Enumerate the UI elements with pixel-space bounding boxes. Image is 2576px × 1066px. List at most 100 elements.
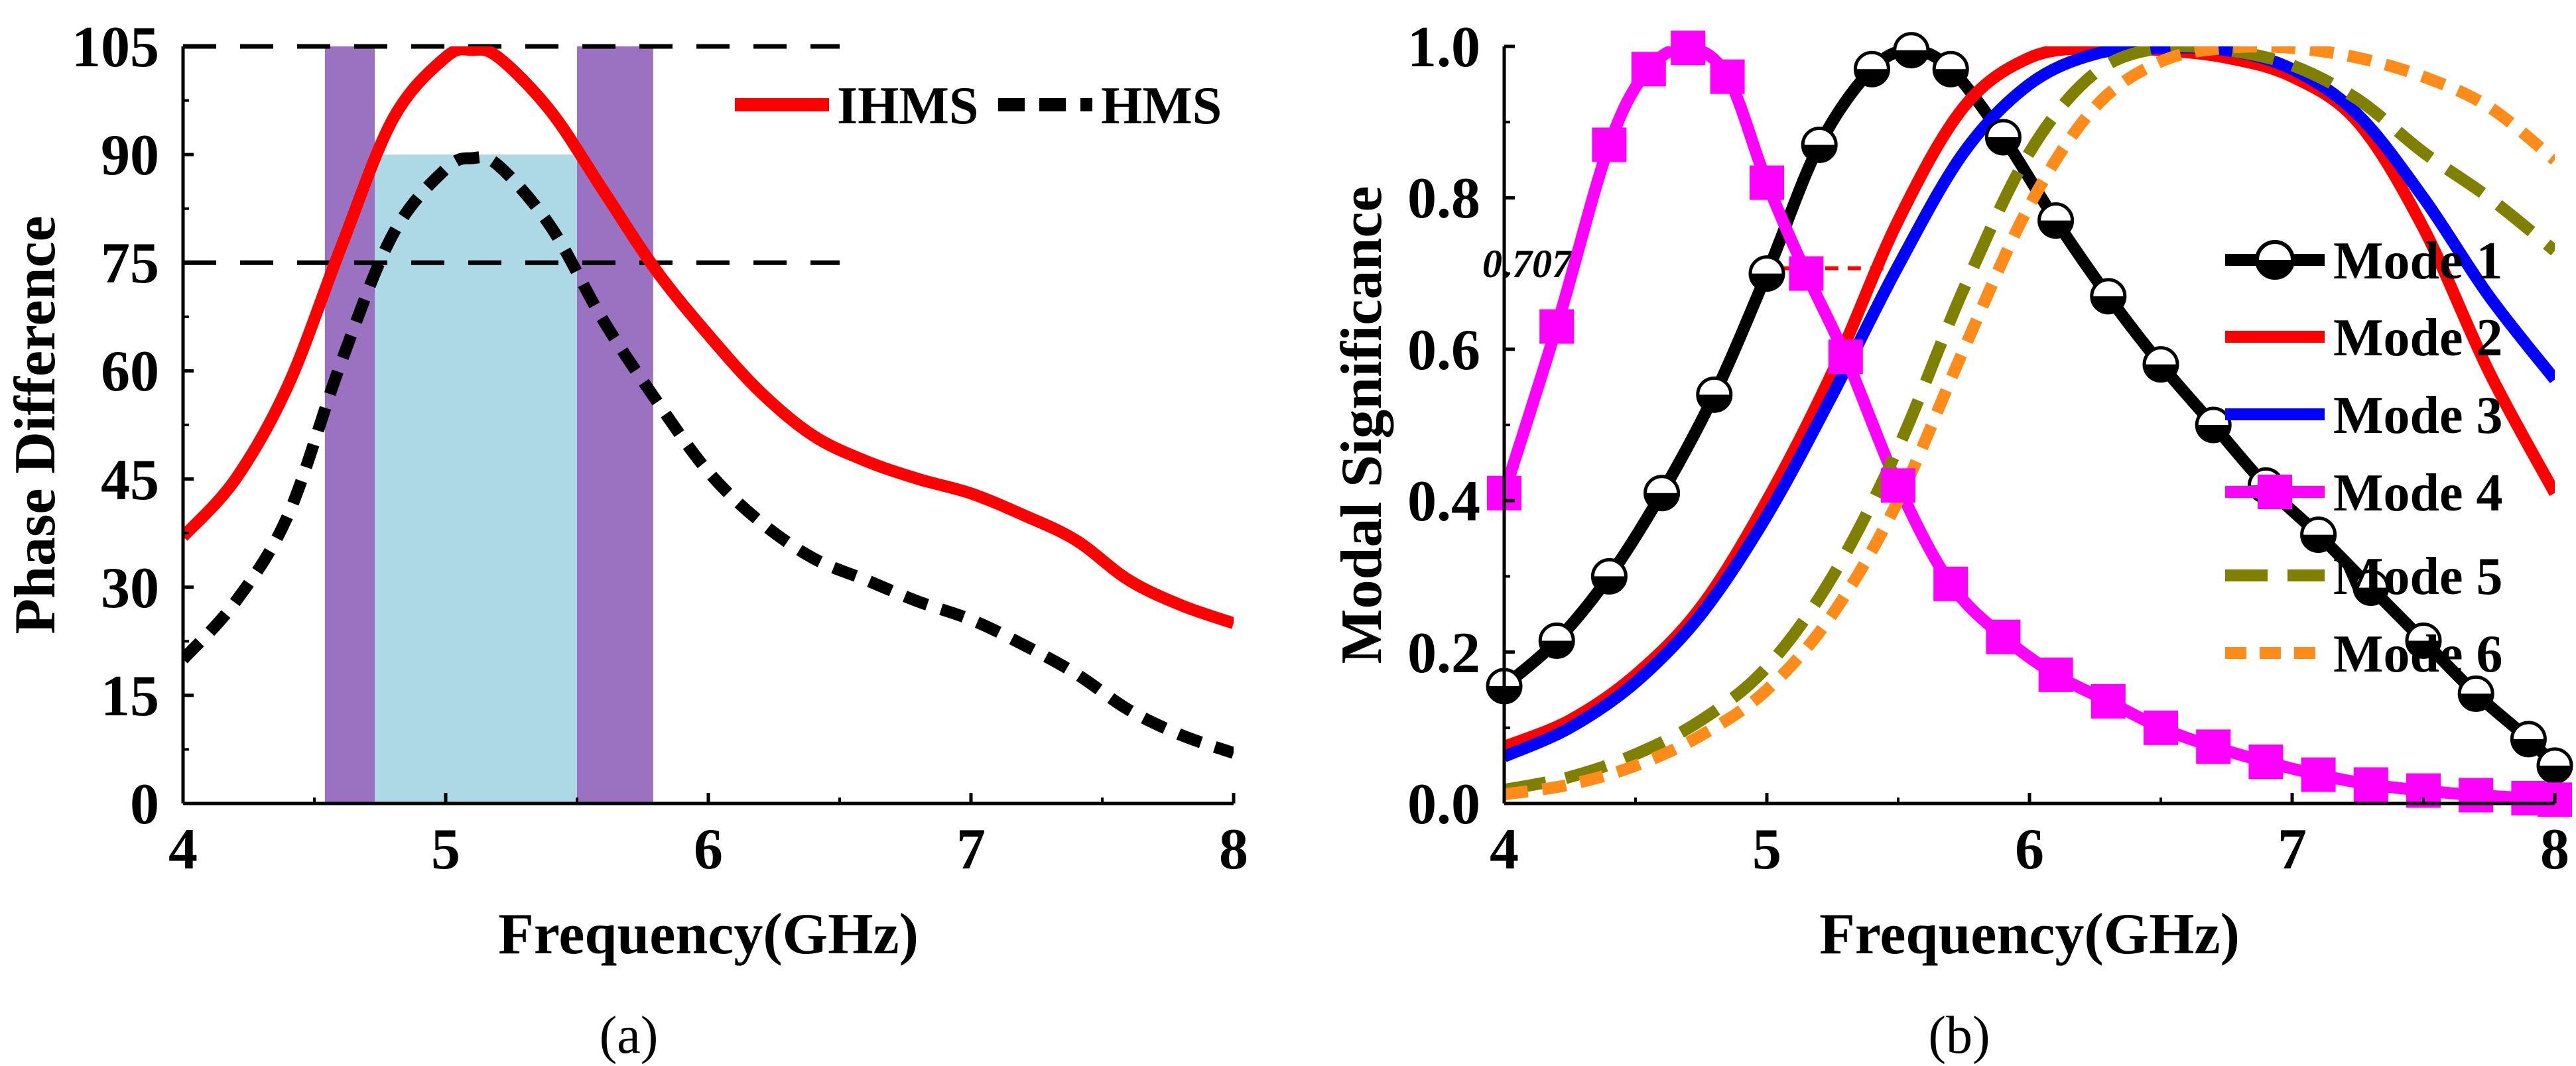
marker-mode-4 <box>1592 127 1627 162</box>
marker-mode-1 <box>2405 622 2442 659</box>
marker-mode-1 <box>1932 50 1969 88</box>
marker-mode-1 <box>2037 202 2075 239</box>
legend-entry-mode-3: Mode 3 <box>2225 386 2503 445</box>
y-tick-label: 45 <box>101 448 159 512</box>
y-tick-label: 30 <box>101 556 159 621</box>
marker-mode-4 <box>2091 683 2126 719</box>
shaded-band-1 <box>324 46 375 803</box>
y-tick-label: 15 <box>101 664 159 729</box>
tick-marks <box>181 44 1236 805</box>
marker-mode-4 <box>1750 165 1784 200</box>
marker-mode-1 <box>2142 346 2179 383</box>
marker-mode-1 <box>1643 475 1681 512</box>
marker-mode-1 <box>2510 721 2547 758</box>
threshold-label: 0.707 <box>1482 242 1573 286</box>
marker-mode-1 <box>1893 32 1930 69</box>
series-line-mode-3 <box>1504 46 2555 762</box>
legend-label-mode-4: Mode 4 <box>2333 464 2503 522</box>
y-tick-label: 0.0 <box>1407 772 1480 837</box>
y-tick-labels-b: 0.0 0.2 0.4 0.6 0.8 1.0 <box>1407 15 1480 837</box>
legend-entry-mode-2: Mode 2 <box>2225 309 2503 367</box>
y-axis-title: Modal Significance <box>1330 186 1394 664</box>
marker-mode-4 <box>1539 309 1575 344</box>
y-tick-label: 0 <box>130 772 159 837</box>
series-line-mode-5 <box>1504 46 2555 796</box>
panel-b: 0.707 4 5 6 7 8 0.0 0.2 0.4 0.6 0.8 1.0 … <box>1330 15 2573 1065</box>
marker-mode-4 <box>2196 729 2231 764</box>
y-tick-label: 90 <box>101 123 159 188</box>
x-tick-label: 8 <box>1219 817 1248 882</box>
marker-mode-4 <box>1933 566 1968 601</box>
legend-b: Mode 1 Mode 2 Mode 3 Mode 4 Mode 5 M <box>2225 232 2503 683</box>
marker-mode-4 <box>2301 757 2336 792</box>
shaded-band-3 <box>375 154 577 804</box>
marker-mode-4 <box>1671 30 1706 66</box>
marker-mode-4 <box>1789 256 1824 291</box>
marker-mode-4 <box>1710 59 1745 94</box>
x-tick-label: 7 <box>956 817 986 882</box>
legend-marker-mode-1 <box>2255 240 2295 280</box>
marker-mode-4 <box>1986 619 2021 654</box>
marker-mode-4 <box>1631 52 1666 87</box>
tick-marks <box>1502 44 2557 805</box>
y-tick-label: 60 <box>101 339 159 404</box>
marker-mode-1 <box>2300 516 2337 554</box>
y-tick-label: 75 <box>101 231 159 296</box>
x-tick-label: 7 <box>2278 817 2307 882</box>
marker-mode-4 <box>2459 778 2494 813</box>
legend-label-mode-5: Mode 5 <box>2333 548 2503 606</box>
threshold-annotation: 0.707 <box>1482 242 1898 286</box>
legend-a: IHMS HMS <box>735 77 1222 135</box>
x-tick-labels-b: 4 5 6 7 8 <box>1490 817 2569 882</box>
legend-label-mode-3: Mode 3 <box>2333 386 2503 445</box>
panel-caption-a: (a) <box>600 1006 659 1065</box>
legend-label-ihms: IHMS <box>837 77 978 135</box>
y-tick-label: 0.8 <box>1407 166 1480 231</box>
x-tick-label: 5 <box>1752 817 1781 882</box>
legend-entry-mode-6: Mode 6 <box>2225 625 2503 683</box>
marker-mode-4 <box>2353 767 2388 802</box>
marker-mode-4 <box>2038 657 2073 692</box>
marker-mode-1 <box>1984 119 2022 156</box>
marker-mode-1 <box>2536 747 2573 784</box>
marker-mode-1 <box>2090 278 2127 315</box>
series-line-hms <box>183 151 1234 759</box>
legend-label-mode-2: Mode 2 <box>2333 309 2503 367</box>
marker-mode-1 <box>1748 255 1785 292</box>
marker-mode-1 <box>1538 622 1575 659</box>
x-tick-label: 5 <box>431 817 460 882</box>
y-tick-label: 0.2 <box>1407 621 1480 685</box>
legend-entry-mode-4: Mode 4 <box>2225 464 2503 522</box>
marker-mode-1 <box>2352 569 2390 607</box>
legend-entry-mode-1: Mode 1 <box>2225 232 2503 290</box>
x-tick-label: 4 <box>1490 817 1519 882</box>
y-tick-label: 1.0 <box>1407 15 1480 80</box>
marker-mode-1 <box>2457 675 2494 712</box>
x-tick-label: 8 <box>2540 817 2569 882</box>
legend-marker-mode-4 <box>2258 475 2292 509</box>
marker-mode-1 <box>1590 558 1628 595</box>
x-axis-title: Frequency(GHz) <box>498 902 919 967</box>
legend-label-hms: HMS <box>1101 77 1222 135</box>
series-lines <box>183 46 1234 759</box>
marker-mode-4 <box>2144 710 2178 745</box>
x-tick-label: 6 <box>694 817 723 882</box>
x-tick-label: 6 <box>2015 817 2044 882</box>
legend-label-mode-1: Mode 1 <box>2333 232 2503 290</box>
panel-a: 4 5 6 7 8 0 15 30 45 60 75 90 105 Freque… <box>3 15 1248 1065</box>
legend-label-mode-6: Mode 6 <box>2333 625 2503 683</box>
y-tick-label: 0.6 <box>1407 318 1480 383</box>
y-axis-title: Phase Difference <box>3 215 68 634</box>
marker-mode-1 <box>1801 126 1838 163</box>
panel-caption-b: (b) <box>1928 1006 1990 1065</box>
y-tick-label: 0.4 <box>1407 469 1480 534</box>
marker-mode-4 <box>1828 339 1863 375</box>
series-line-ihms <box>183 46 1234 629</box>
y-tick-label: 105 <box>72 15 159 80</box>
x-tick-labels-a: 4 5 6 7 8 <box>168 817 1248 882</box>
y-tick-labels-a: 0 15 30 45 60 75 90 105 <box>72 15 159 837</box>
x-axis-title: Frequency(GHz) <box>1819 902 2240 967</box>
marker-mode-4 <box>2248 744 2284 780</box>
marker-mode-1 <box>2195 406 2232 444</box>
